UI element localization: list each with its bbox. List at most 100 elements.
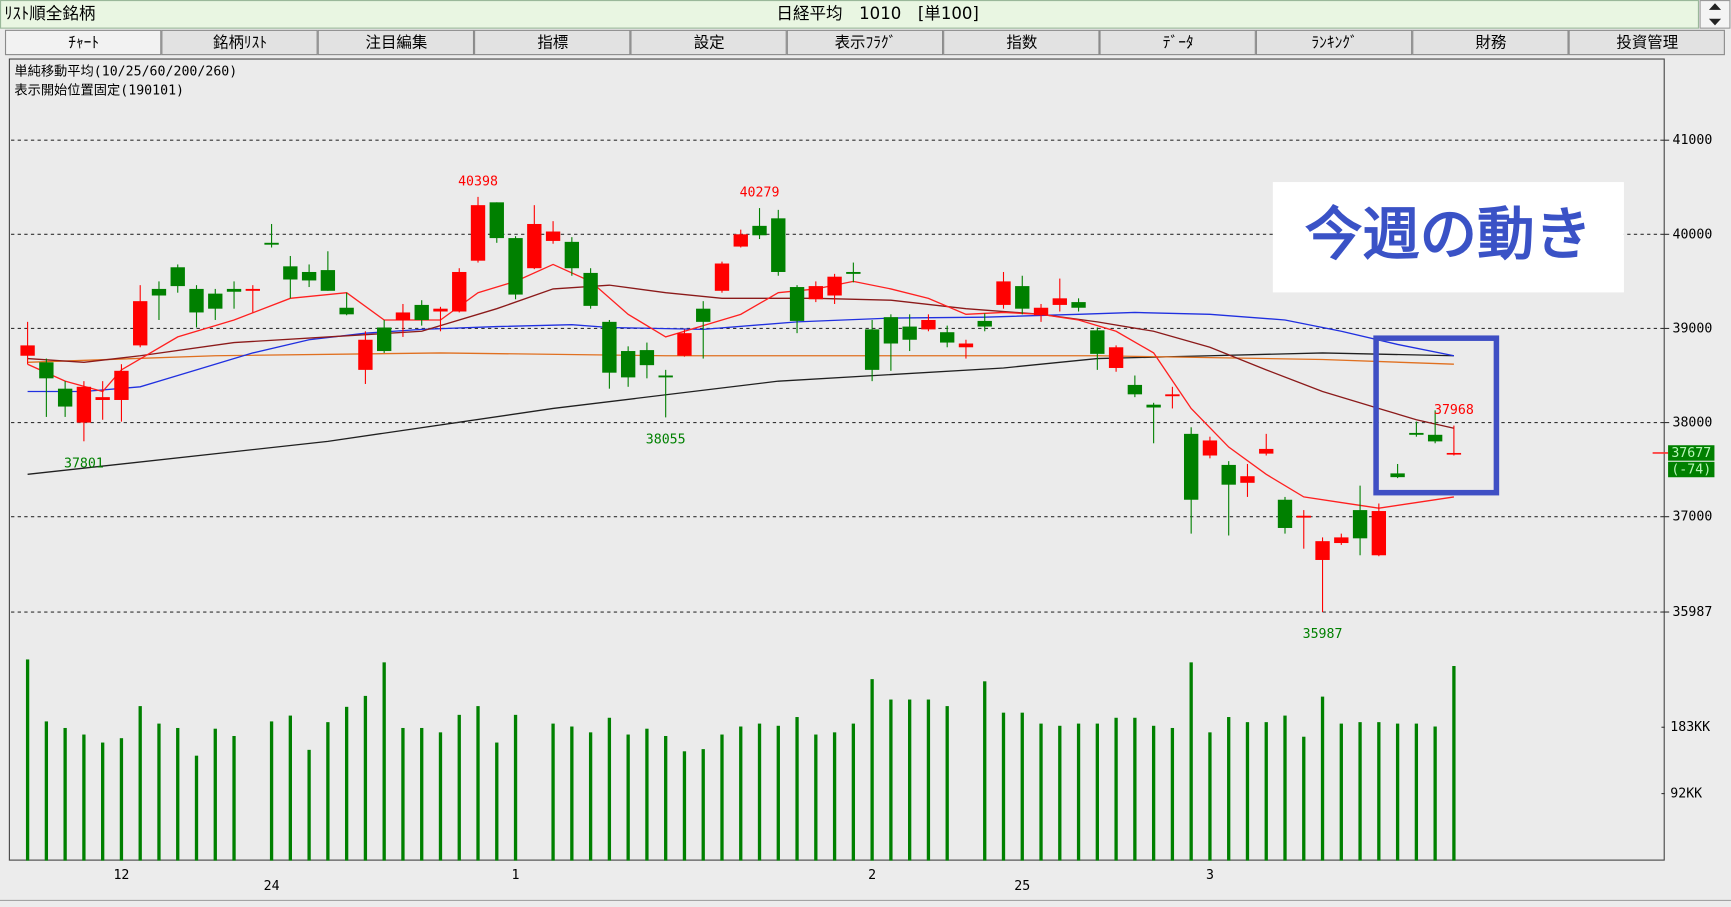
highlight-box: [1373, 335, 1500, 496]
candle-body: [733, 234, 748, 247]
volume-bar: [1170, 727, 1175, 861]
tab-label[interactable]: 財務: [1475, 34, 1506, 52]
tab-label[interactable]: ﾃﾞｰﾀ: [1163, 34, 1194, 52]
tab-label[interactable]: 表示ﾌﾗｸﾞ: [835, 34, 897, 52]
volume-bar: [438, 732, 443, 861]
candle-body: [133, 301, 148, 346]
volume-bar: [457, 714, 461, 861]
candle-body: [846, 271, 861, 274]
volume-bar: [382, 662, 386, 861]
candle-body: [95, 397, 110, 400]
tab[interactable]: [1412, 29, 1569, 56]
price-change: (-74): [1671, 463, 1711, 478]
volume-tick-label: 183KK: [1670, 720, 1710, 735]
tab[interactable]: [317, 29, 475, 56]
tab[interactable]: [943, 29, 1100, 56]
tab-label[interactable]: ﾁｬｰﾄ: [68, 34, 99, 52]
y-tick-label: 35987: [1672, 605, 1712, 620]
volume-bar: [570, 726, 574, 861]
tab[interactable]: [786, 29, 944, 56]
change-box: [1668, 461, 1715, 478]
volume-bar: [420, 727, 424, 861]
candle-body: [1108, 347, 1124, 368]
tab-label[interactable]: 投資管理: [1616, 34, 1678, 52]
tab-label[interactable]: 指標: [537, 34, 568, 52]
volume-bar: [645, 728, 649, 861]
candle-body: [808, 286, 823, 300]
volume-bar: [1264, 722, 1268, 861]
price-annotation: 37968: [1434, 403, 1474, 418]
tab-label[interactable]: 銘柄ﾘｽﾄ: [213, 34, 267, 52]
candle-body: [57, 388, 73, 407]
tab-label[interactable]: 設定: [694, 34, 725, 52]
candle-body: [339, 307, 354, 315]
candle-body: [1277, 499, 1293, 528]
candle-body: [301, 271, 317, 281]
chart: 単純移動平均(10/25/60/200/260) 表示開始位置固定(190101)…: [11, 64, 1715, 894]
volume-bar: [63, 727, 67, 861]
candle-body: [658, 375, 673, 378]
price-annotation: 40398: [458, 174, 498, 189]
last-price: 37677: [1671, 446, 1711, 461]
indicator-info: 単純移動平均(10/25/60/200/260): [14, 64, 237, 80]
volume-bar: [1151, 725, 1156, 861]
x-tick-label: 2: [868, 868, 876, 883]
tab-label[interactable]: 指数: [1006, 34, 1037, 52]
x-tick-label: 3: [1206, 868, 1214, 883]
candle-body: [527, 223, 542, 269]
candle-body: [921, 319, 936, 330]
candle-body: [902, 326, 917, 340]
tab[interactable]: [1568, 29, 1725, 56]
x-tick-label: 12: [113, 868, 129, 883]
volume-bar: [213, 728, 217, 861]
candle-body: [752, 225, 767, 236]
volume-bar: [870, 679, 874, 861]
candle-body: [508, 238, 523, 295]
y-tick-label: 40000: [1672, 227, 1712, 242]
year-label: 24: [264, 879, 280, 894]
candle-body: [1427, 434, 1443, 442]
tab[interactable]: [1255, 29, 1413, 56]
volume-bar: [176, 727, 180, 861]
candle-body: [714, 263, 730, 291]
volume-bar: [776, 725, 780, 861]
price-annotation: 37801: [64, 456, 104, 471]
volume-bar: [1227, 717, 1231, 861]
volume-bar: [682, 751, 687, 861]
volume-bar: [1208, 732, 1212, 861]
volume-bar: [326, 722, 330, 861]
candle-body: [1183, 433, 1199, 500]
volume-bar: [814, 734, 818, 861]
candle-body: [39, 362, 54, 379]
tab[interactable]: [1099, 29, 1256, 56]
volume-bar: [664, 735, 668, 861]
tab-label[interactable]: ﾗﾝｷﾝｸﾞ: [1311, 34, 1357, 52]
candle-body: [245, 288, 260, 291]
candle-body: [1371, 511, 1387, 556]
x-tick-label: 1: [512, 868, 520, 883]
tab[interactable]: [161, 29, 318, 56]
volume-bar: [495, 742, 499, 861]
candle-body: [620, 351, 636, 378]
candle-body: [639, 350, 655, 366]
tab[interactable]: [4, 29, 162, 56]
candle-body: [545, 231, 561, 241]
volume-bar: [851, 723, 856, 861]
tab[interactable]: [630, 29, 787, 56]
moving-average: [27, 311, 1455, 393]
volume-bar: [1283, 715, 1287, 861]
volume-bar: [588, 732, 593, 861]
volume-bar: [1058, 725, 1062, 861]
tab[interactable]: [474, 29, 631, 56]
candle-body: [1334, 537, 1349, 544]
volume-bar: [926, 699, 931, 861]
tab-label[interactable]: 注目編集: [366, 34, 428, 52]
volume-bar: [1452, 666, 1456, 861]
candle-body: [151, 288, 167, 296]
volume-bar: [551, 723, 555, 861]
last-price-box: [1668, 445, 1715, 461]
candle-body: [358, 339, 373, 370]
tab-bar: ﾁｬｰﾄ 銘柄ﾘｽﾄ 注目編集 指標 設定 表示ﾌﾗｸﾞ 指数 ﾃﾞｰﾀ ﾗﾝｷﾝｸﾞ 財務 投資管…: [4, 29, 1725, 56]
candle-body: [1071, 302, 1086, 308]
